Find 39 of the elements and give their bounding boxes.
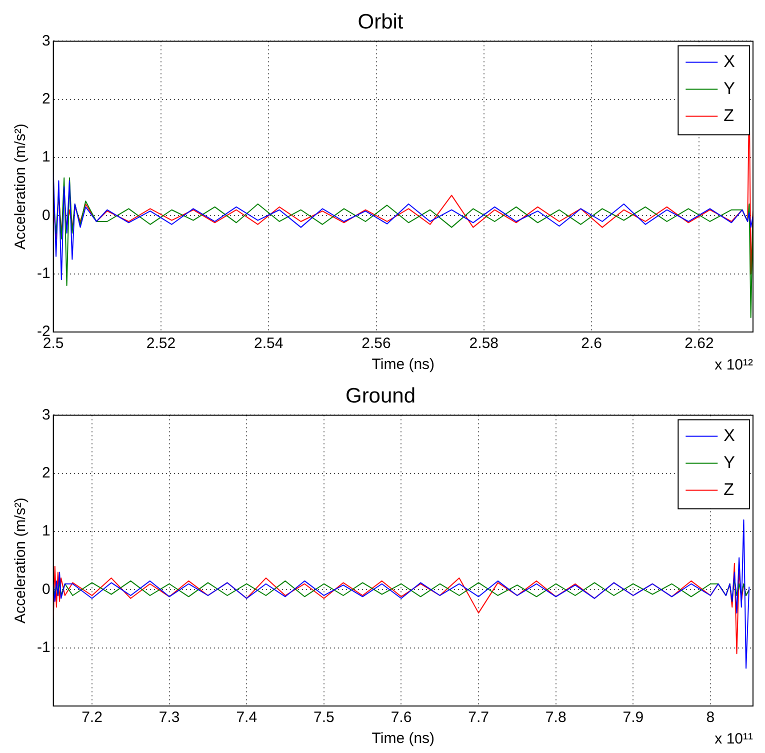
- x-tick-label: 2.6: [581, 335, 602, 352]
- text: x 10¹¹: [714, 730, 754, 748]
- legend-label: Z: [724, 480, 734, 499]
- y-tick-label: -1: [36, 264, 50, 282]
- text: x 10¹²: [714, 356, 754, 374]
- legend-label: X: [724, 426, 736, 445]
- y-tick-label: 2: [42, 90, 50, 108]
- chart-title: Orbit: [358, 10, 404, 34]
- x-tick-label: 8: [706, 709, 715, 726]
- x-tick-label: 7.2: [82, 709, 102, 726]
- x-tick-label: 7.3: [158, 709, 180, 726]
- y-tick-label: -1: [36, 638, 50, 656]
- y-tick-label: 0: [42, 580, 50, 598]
- x-tick-label: 2.54: [254, 335, 284, 352]
- y-tick-label: 1: [42, 522, 50, 540]
- x-tick-label: 2.58: [469, 335, 498, 352]
- legend-label: Z: [724, 106, 734, 125]
- x-axis-title: Time (ns): [372, 356, 435, 374]
- x-tick-label: 2.56: [362, 335, 391, 352]
- x-tick-label: 7.6: [390, 709, 412, 726]
- legend-label: Y: [724, 452, 736, 472]
- y-tick-label: 0: [42, 206, 50, 224]
- x-tick-label: 7.9: [622, 709, 644, 726]
- x-tick-label: 7.4: [236, 709, 258, 726]
- x-axis-title: Time (ns): [372, 730, 435, 748]
- legend-label: Y: [724, 78, 736, 98]
- x-tick-label: 7.7: [468, 709, 489, 726]
- y-axis-title: Acceleration (m/s²): [12, 124, 30, 250]
- chart-title: Ground: [345, 384, 416, 408]
- y-tick-label: 1: [42, 148, 50, 166]
- y-tick-label: 3: [42, 32, 50, 50]
- y-axis-title: Acceleration (m/s²): [12, 498, 30, 624]
- y-tick-label: 3: [42, 406, 50, 424]
- y-tick-label: 2: [42, 464, 50, 482]
- legend-label: X: [724, 52, 736, 71]
- x-tick-label: 2.52: [146, 335, 176, 352]
- x-tick-label: 2.62: [684, 335, 714, 352]
- x-tick-label: 7.5: [313, 709, 334, 726]
- x-tick-label: 7.8: [545, 709, 566, 726]
